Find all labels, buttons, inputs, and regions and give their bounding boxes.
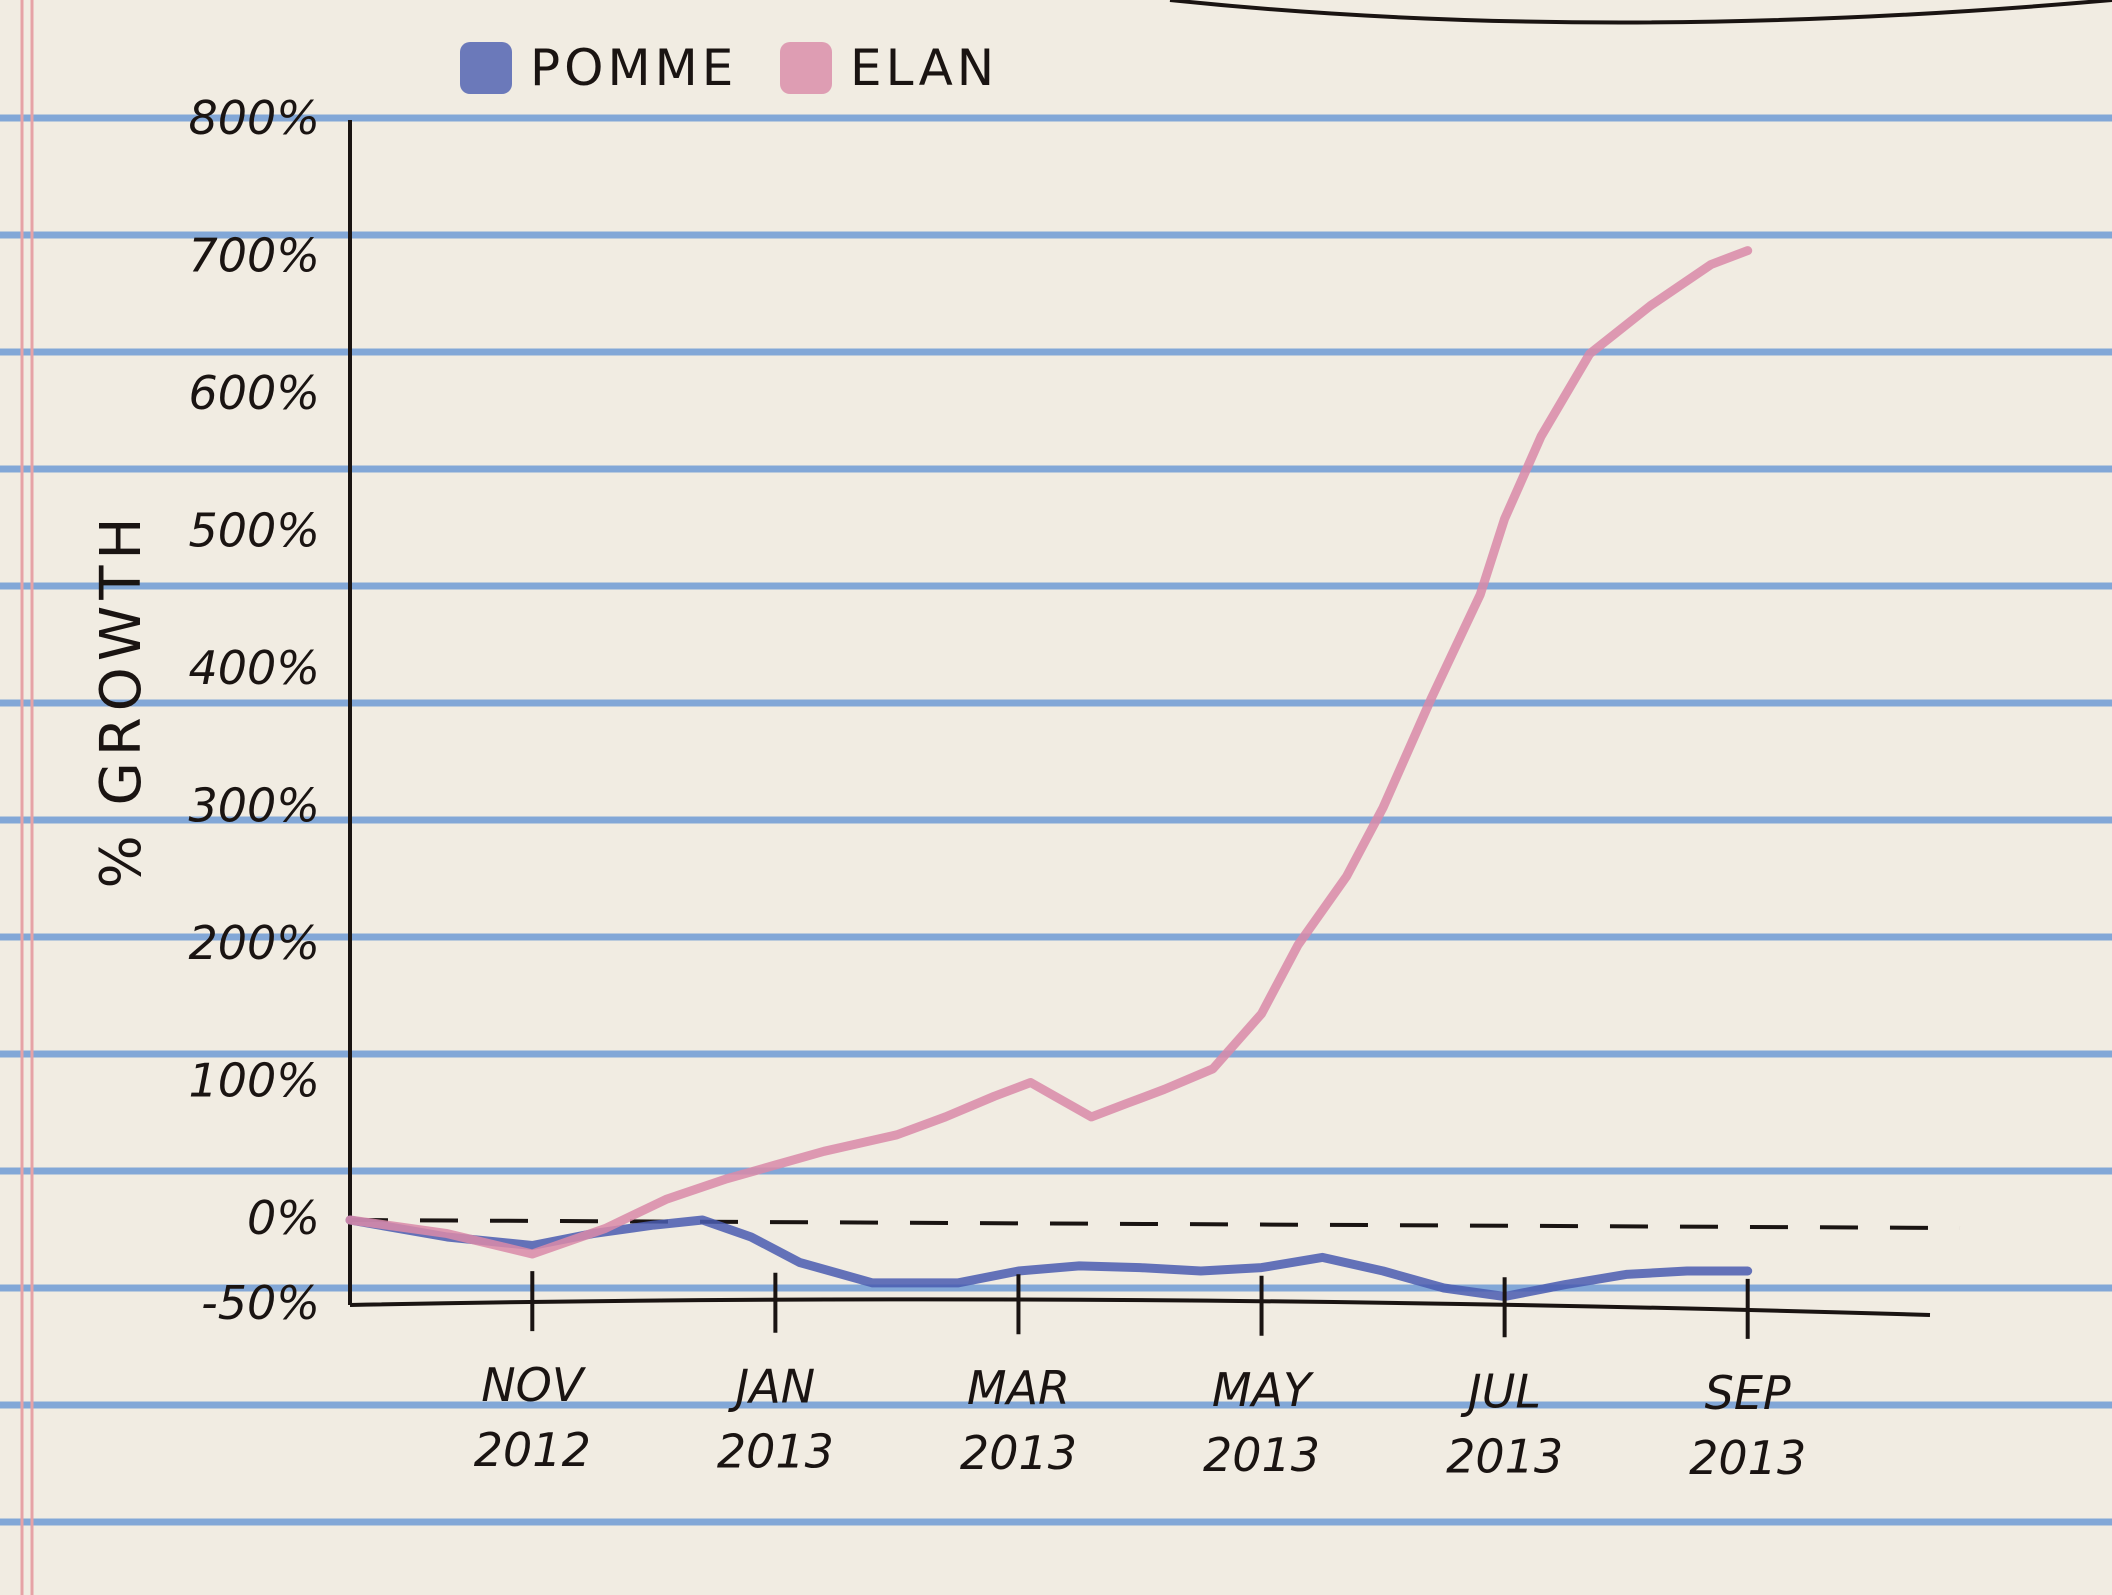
x-tick-label-year: 2013: [1689, 1431, 1806, 1485]
series-line-elan: [345, 246, 1753, 1259]
y-tick-label: -50%: [201, 1276, 320, 1330]
y-tick-label: 800%: [188, 91, 320, 145]
y-tick-label: 500%: [188, 504, 320, 558]
x-tick-label-month: JAN: [728, 1360, 815, 1414]
y-tick-label: 400%: [188, 641, 320, 695]
x-tick-label-year: 2012: [474, 1423, 591, 1477]
x-tick-label-year: 2013: [1203, 1428, 1320, 1482]
x-tick-label-year: 2013: [1446, 1429, 1563, 1483]
y-tick-label: 300%: [188, 779, 320, 833]
x-tick-label-month: NOV: [481, 1358, 587, 1412]
y-tick-label: 700%: [188, 229, 320, 283]
x-tick-label-year: 2013: [960, 1426, 1077, 1480]
legend-label-elan: ELAN: [850, 39, 998, 97]
legend-swatch-pomme: [460, 42, 512, 94]
y-tick-label: 0%: [247, 1191, 320, 1245]
series-line-pomme: [345, 1215, 1753, 1301]
y-tick-label: 200%: [188, 916, 320, 970]
zero-baseline: [349, 1218, 1961, 1230]
legend-label-pomme: POMME: [530, 39, 737, 97]
x-tick-label-month: MAY: [1212, 1363, 1315, 1417]
tick-labels: 800% 700% 600% 500% 400% 300% 200% 100% 0% -50% NO…: [188, 91, 1806, 1485]
x-tick-label-month: JUL: [1460, 1364, 1541, 1418]
axes: [348, 120, 1961, 1317]
x-tick-label-month: SEP: [1705, 1366, 1791, 1420]
legend: POMME ELAN: [460, 39, 998, 97]
series-layer: [345, 246, 1753, 1301]
y-axis-title: % GROWTH: [89, 511, 154, 888]
paper-edge: [1169, 0, 2112, 25]
x-axis: [349, 1297, 1931, 1317]
x-tick-label-month: MAR: [967, 1361, 1070, 1415]
y-tick-label: 100%: [188, 1054, 320, 1108]
legend-swatch-elan: [780, 42, 832, 94]
x-tick-label-year: 2013: [717, 1425, 834, 1479]
y-tick-label: 600%: [188, 366, 320, 420]
